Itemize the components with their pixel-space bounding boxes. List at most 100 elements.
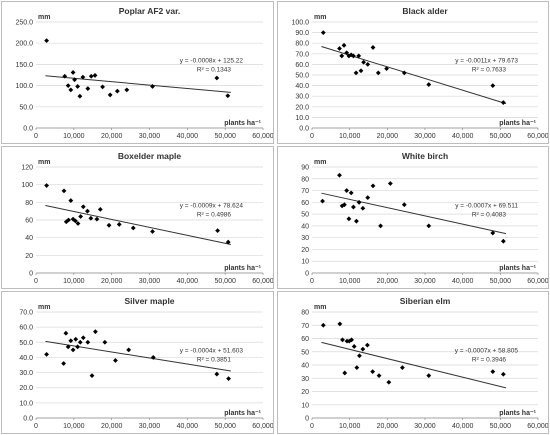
data-point — [340, 337, 345, 343]
y-tick-label: 250.0 — [15, 20, 33, 27]
y-tick-label: 70 — [301, 323, 309, 330]
x-tick-label: 40,000 — [452, 278, 474, 285]
data-point — [85, 208, 90, 214]
x-axis-label: plants ha⁻¹ — [224, 120, 261, 127]
data-point — [401, 70, 407, 76]
data-point — [360, 205, 366, 211]
data-point — [339, 53, 345, 59]
trendline-equation: y = -0.0009x + 78.624 — [180, 202, 244, 209]
data-point — [426, 82, 432, 87]
y-tick-label: 30.0 — [295, 94, 309, 101]
data-point — [426, 373, 432, 378]
r-squared-label: R² = 0.1343 — [197, 66, 232, 73]
y-tick-label: 50.0 — [19, 340, 33, 347]
data-point — [65, 83, 71, 88]
data-point — [375, 70, 381, 76]
data-point — [426, 223, 432, 229]
data-point — [44, 183, 49, 188]
data-point — [126, 347, 132, 353]
data-point — [214, 75, 220, 81]
data-point — [370, 369, 376, 375]
data-point — [85, 339, 91, 345]
data-point — [75, 84, 81, 89]
data-point — [384, 66, 389, 72]
data-point — [78, 214, 84, 219]
chart-svg: Black alder mm 0.0 10.0 20.0 30.0 40.0 50.0 60.0… — [291, 6, 548, 140]
y-tick-label: 40.0 — [19, 355, 33, 362]
y-tick-label: 80 — [301, 310, 309, 317]
data-point — [106, 222, 112, 228]
y-axis-label: mm — [314, 304, 326, 311]
data-point — [400, 365, 405, 371]
y-tick-label: 60.0 — [295, 62, 309, 69]
data-point — [351, 53, 356, 59]
data-point — [226, 376, 231, 382]
data-point — [337, 46, 342, 51]
data-point — [63, 219, 69, 225]
data-point — [500, 100, 506, 105]
r-squared-label: R² = 0.3851 — [197, 356, 232, 363]
data-point — [490, 230, 496, 236]
y-tick-label: 120 — [21, 165, 33, 172]
x-tick-label: 40,000 — [452, 133, 474, 140]
x-tick-label: 20,000 — [377, 133, 399, 140]
data-point — [386, 379, 392, 385]
x-tick-label: 20,000 — [101, 133, 123, 140]
y-tick-label: 90.0 — [295, 30, 309, 37]
y-tick-label: 40 — [301, 363, 309, 370]
y-tick-label: 10 — [301, 402, 309, 409]
data-point — [349, 337, 354, 343]
data-point — [88, 73, 94, 79]
data-point — [346, 338, 352, 344]
chart-title: White birch — [402, 151, 448, 161]
y-tick-label: 80.0 — [295, 41, 309, 48]
chart-title: Black alder — [402, 6, 448, 16]
y-tick-label: 20.0 — [295, 104, 309, 111]
x-tick-label: 40,000 — [177, 423, 199, 430]
data-point — [61, 188, 67, 194]
y-axis-label: mm — [38, 304, 50, 311]
y-tick-label: 20 — [301, 247, 309, 254]
chart-title: Siberian elm — [400, 296, 451, 306]
chart-panel: Black alder mm 0.0 10.0 20.0 30.0 40.0 50.0 60.0… — [277, 1, 549, 144]
x-tick-label: 50,000 — [214, 423, 236, 430]
x-tick-label: 60,000 — [527, 133, 548, 140]
data-point — [68, 87, 74, 93]
y-tick-label: 60 — [25, 218, 33, 225]
data-point — [351, 344, 357, 349]
data-point — [225, 93, 231, 99]
x-tick-label: 30,000 — [139, 133, 161, 140]
data-point — [344, 50, 350, 56]
chart-svg: Poplar AF2 var. mm 0.0 50.0 100.0 150.0 200.0 2… — [15, 6, 273, 140]
x-tick-label: 0 — [34, 133, 38, 140]
x-axis-label: plants ha⁻¹ — [499, 410, 536, 417]
y-tick-label: 10.0 — [295, 115, 309, 122]
data-point — [370, 183, 376, 189]
data-point — [337, 172, 342, 178]
r-squared-label: R² = 0.7633 — [472, 66, 507, 73]
trendline-equation: y = -0.0008x + 125.22 — [180, 57, 244, 64]
data-point — [94, 216, 100, 222]
y-tick-label: 20 — [25, 253, 33, 260]
data-point — [89, 373, 95, 378]
data-point — [97, 207, 103, 212]
data-point — [80, 74, 86, 80]
y-tick-label: 60 — [301, 200, 309, 207]
x-axis-label: plants ha⁻¹ — [224, 410, 261, 417]
data-point — [92, 73, 98, 78]
trendline-equation: y = -0.0011x + 79.673 — [455, 57, 518, 64]
chart-title: Silver maple — [124, 296, 174, 306]
x-tick-label: 0 — [310, 278, 314, 285]
x-tick-label: 50,000 — [490, 278, 512, 285]
data-point — [214, 371, 220, 377]
x-tick-label: 0 — [34, 278, 38, 285]
y-tick-label: 70.0 — [19, 310, 33, 317]
data-point — [75, 344, 81, 350]
data-point — [215, 228, 220, 233]
y-tick-label: 40.0 — [295, 83, 309, 90]
data-point — [124, 87, 130, 93]
x-tick-label: 10,000 — [339, 133, 361, 140]
data-point — [85, 86, 91, 91]
y-tick-label: 70 — [301, 188, 309, 195]
